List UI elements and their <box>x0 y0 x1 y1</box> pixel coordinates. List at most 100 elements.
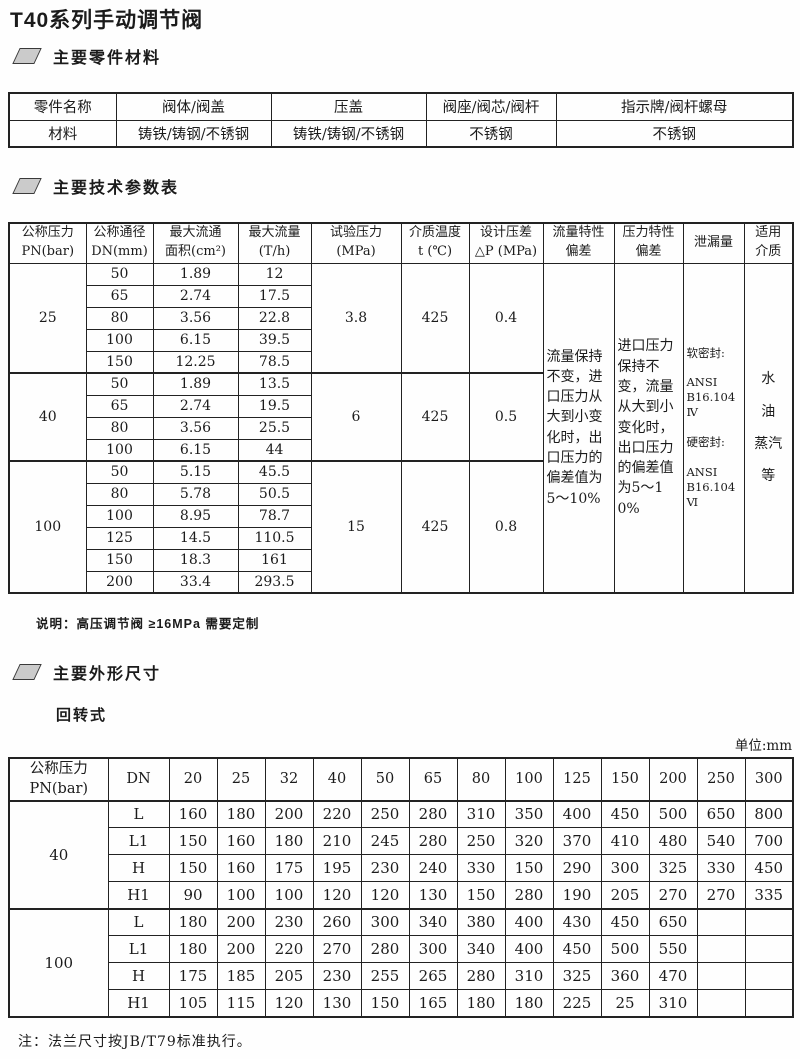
dim-value-cell: 450 <box>552 935 602 964</box>
dim-value-cell: 230 <box>312 962 362 991</box>
dim-value-cell: 150 <box>504 854 554 883</box>
dim-value-cell <box>744 962 794 991</box>
tech-col-header: 适用 介质 <box>743 222 794 264</box>
dim-label-cell: H1 <box>107 881 170 910</box>
dim-value-cell: 800 <box>744 800 794 829</box>
dim-value-cell: 205 <box>600 881 650 910</box>
dn-cell: 100 <box>85 438 154 462</box>
pn-value-cell: 40 <box>8 800 109 910</box>
media-cell: 水 油 蒸汽 等 <box>743 262 794 594</box>
dim-value-cell <box>744 907 794 937</box>
dn-cell: 80 <box>85 482 154 506</box>
dim-value-cell: 330 <box>456 854 506 883</box>
flow-area-cell: 8.95 <box>152 504 239 528</box>
max-flow-cell: 50.5 <box>237 482 312 506</box>
dims-data-row: H 150 160 175 195 230 240 330 150 290 300 325 330 450 <box>9 854 794 883</box>
tech-col-header: 设计压差 △P (MPa) <box>468 222 544 264</box>
dim-value-cell: 280 <box>408 827 458 856</box>
dim-value-cell: 90 <box>168 881 218 910</box>
materials-table: 零件名称 阀体/阀盖 压盖 阀座/阀芯/阀杆 指示牌/阀杆螺母 材料 铸铁/铸钢/不锈钢 铸铁… <box>8 92 794 148</box>
dims-data-row: L1 180 200 220 270 280 300 340 400 450 500 550 <box>9 935 794 964</box>
tech-data-row: 80 5.78 50.5 <box>9 482 793 506</box>
dim-value-cell: 230 <box>360 854 410 883</box>
dim-value-cell: 240 <box>408 854 458 883</box>
dim-value-cell: 200 <box>264 800 314 829</box>
parallelogram-icon <box>12 178 42 194</box>
dn-cell: 80 <box>85 416 154 440</box>
section-heading-materials: 主要零件材料 <box>12 44 161 68</box>
dim-value-cell: 360 <box>600 962 650 991</box>
dim-value-cell: 200 <box>216 935 266 964</box>
dim-value-cell: 270 <box>696 881 746 910</box>
dim-value-cell: 245 <box>360 827 410 856</box>
dim-value-cell: 500 <box>648 800 698 829</box>
test-pressure-cell: 6 <box>310 372 402 462</box>
dn-size-header: 100 <box>504 757 554 802</box>
tech-data-row: 200 33.4 293.5 <box>9 570 793 594</box>
dn-cell: 150 <box>85 548 154 572</box>
dim-value-cell: 180 <box>504 989 554 1018</box>
flow-area-cell: 14.5 <box>152 526 239 550</box>
pn-value-cell: 40 <box>8 372 87 462</box>
dn-cell: 50 <box>85 262 154 286</box>
dn-size-header: 200 <box>648 757 698 802</box>
max-flow-cell: 25.5 <box>237 416 312 440</box>
subheading-rotary: 回转式 <box>56 707 108 724</box>
dim-value-cell: 120 <box>360 881 410 910</box>
tech-data-row: 100 50 5.15 45.5 15 425 0.8 <box>8 460 793 594</box>
dim-value-cell <box>696 935 746 964</box>
test-pressure-cell: 15 <box>310 460 402 594</box>
dim-value-cell <box>696 907 746 937</box>
max-flow-cell: 161 <box>237 548 312 572</box>
dim-label-cell: H <box>107 854 170 883</box>
dim-value-cell: 150 <box>168 827 218 856</box>
dim-value-cell: 210 <box>312 827 362 856</box>
flow-deviation-cell: 流量保持不变，进口压力从大到小变化时，出口压力的偏差值为5～10% <box>542 262 615 594</box>
tech-col-header: 试验压力 (MPa) <box>310 222 402 264</box>
test-pressure-cell: 3.8 <box>310 262 402 374</box>
dim-value-cell: 450 <box>744 854 794 883</box>
flow-area-cell: 33.4 <box>152 570 239 594</box>
dim-value-cell: 400 <box>504 907 554 937</box>
dim-value-cell: 310 <box>648 989 698 1018</box>
leakage-cell: 软密封: ANSI B16.104 Ⅳ 硬密封: ANSI B16.104 Ⅵ <box>682 262 745 594</box>
tech-data-row: 125 14.5 110.5 <box>9 526 793 550</box>
dim-value-cell: 180 <box>264 827 314 856</box>
dim-value-cell: 650 <box>696 800 746 829</box>
dim-value-cell: 280 <box>456 962 506 991</box>
dim-value-cell: 220 <box>264 935 314 964</box>
max-flow-cell: 19.5 <box>237 394 312 418</box>
max-flow-cell: 45.5 <box>237 460 312 484</box>
max-flow-cell: 22.8 <box>237 306 312 330</box>
flow-area-cell: 6.15 <box>152 438 239 462</box>
pressure-deviation-cell: 进口压力保持不变，流量从大到小变化时，出口压力的偏差值为5～10% <box>613 262 684 594</box>
dim-value-cell: 150 <box>360 989 410 1018</box>
tech-col-header: 流量特性 偏差 <box>542 222 615 264</box>
materials-value-cell: 不锈钢 <box>555 119 794 148</box>
dim-value-cell: 120 <box>264 989 314 1018</box>
materials-header-cell: 压盖 <box>270 92 427 121</box>
dim-value-cell: 225 <box>552 989 602 1018</box>
dim-value-cell: 410 <box>600 827 650 856</box>
flow-area-cell: 3.56 <box>152 416 239 440</box>
media-temp-cell: 425 <box>400 372 470 462</box>
dn-cell: 100 <box>85 504 154 528</box>
dims-data-row: H1 105 115 120 130 150 165 180 180 225 25 310 <box>9 989 794 1018</box>
dim-value-cell <box>696 962 746 991</box>
materials-header-cell: 指示牌/阀杆螺母 <box>555 92 794 121</box>
dim-value-cell: 175 <box>168 962 218 991</box>
dim-value-cell: 205 <box>264 962 314 991</box>
unit-label: 单位:mm <box>734 738 792 754</box>
dim-value-cell: 340 <box>408 907 458 937</box>
tech-data-row: 150 18.3 161 <box>9 548 793 572</box>
tech-data-row: 80 3.56 25.5 <box>9 416 793 440</box>
dim-value-cell: 130 <box>408 881 458 910</box>
dim-value-cell <box>744 989 794 1018</box>
section-heading-dims: 主要外形尺寸 <box>12 660 161 684</box>
max-flow-cell: 39.5 <box>237 328 312 352</box>
dim-value-cell: 330 <box>696 854 746 883</box>
dn-size-header: 250 <box>696 757 746 802</box>
dim-value-cell: 180 <box>168 935 218 964</box>
dim-label-cell: L1 <box>107 827 170 856</box>
